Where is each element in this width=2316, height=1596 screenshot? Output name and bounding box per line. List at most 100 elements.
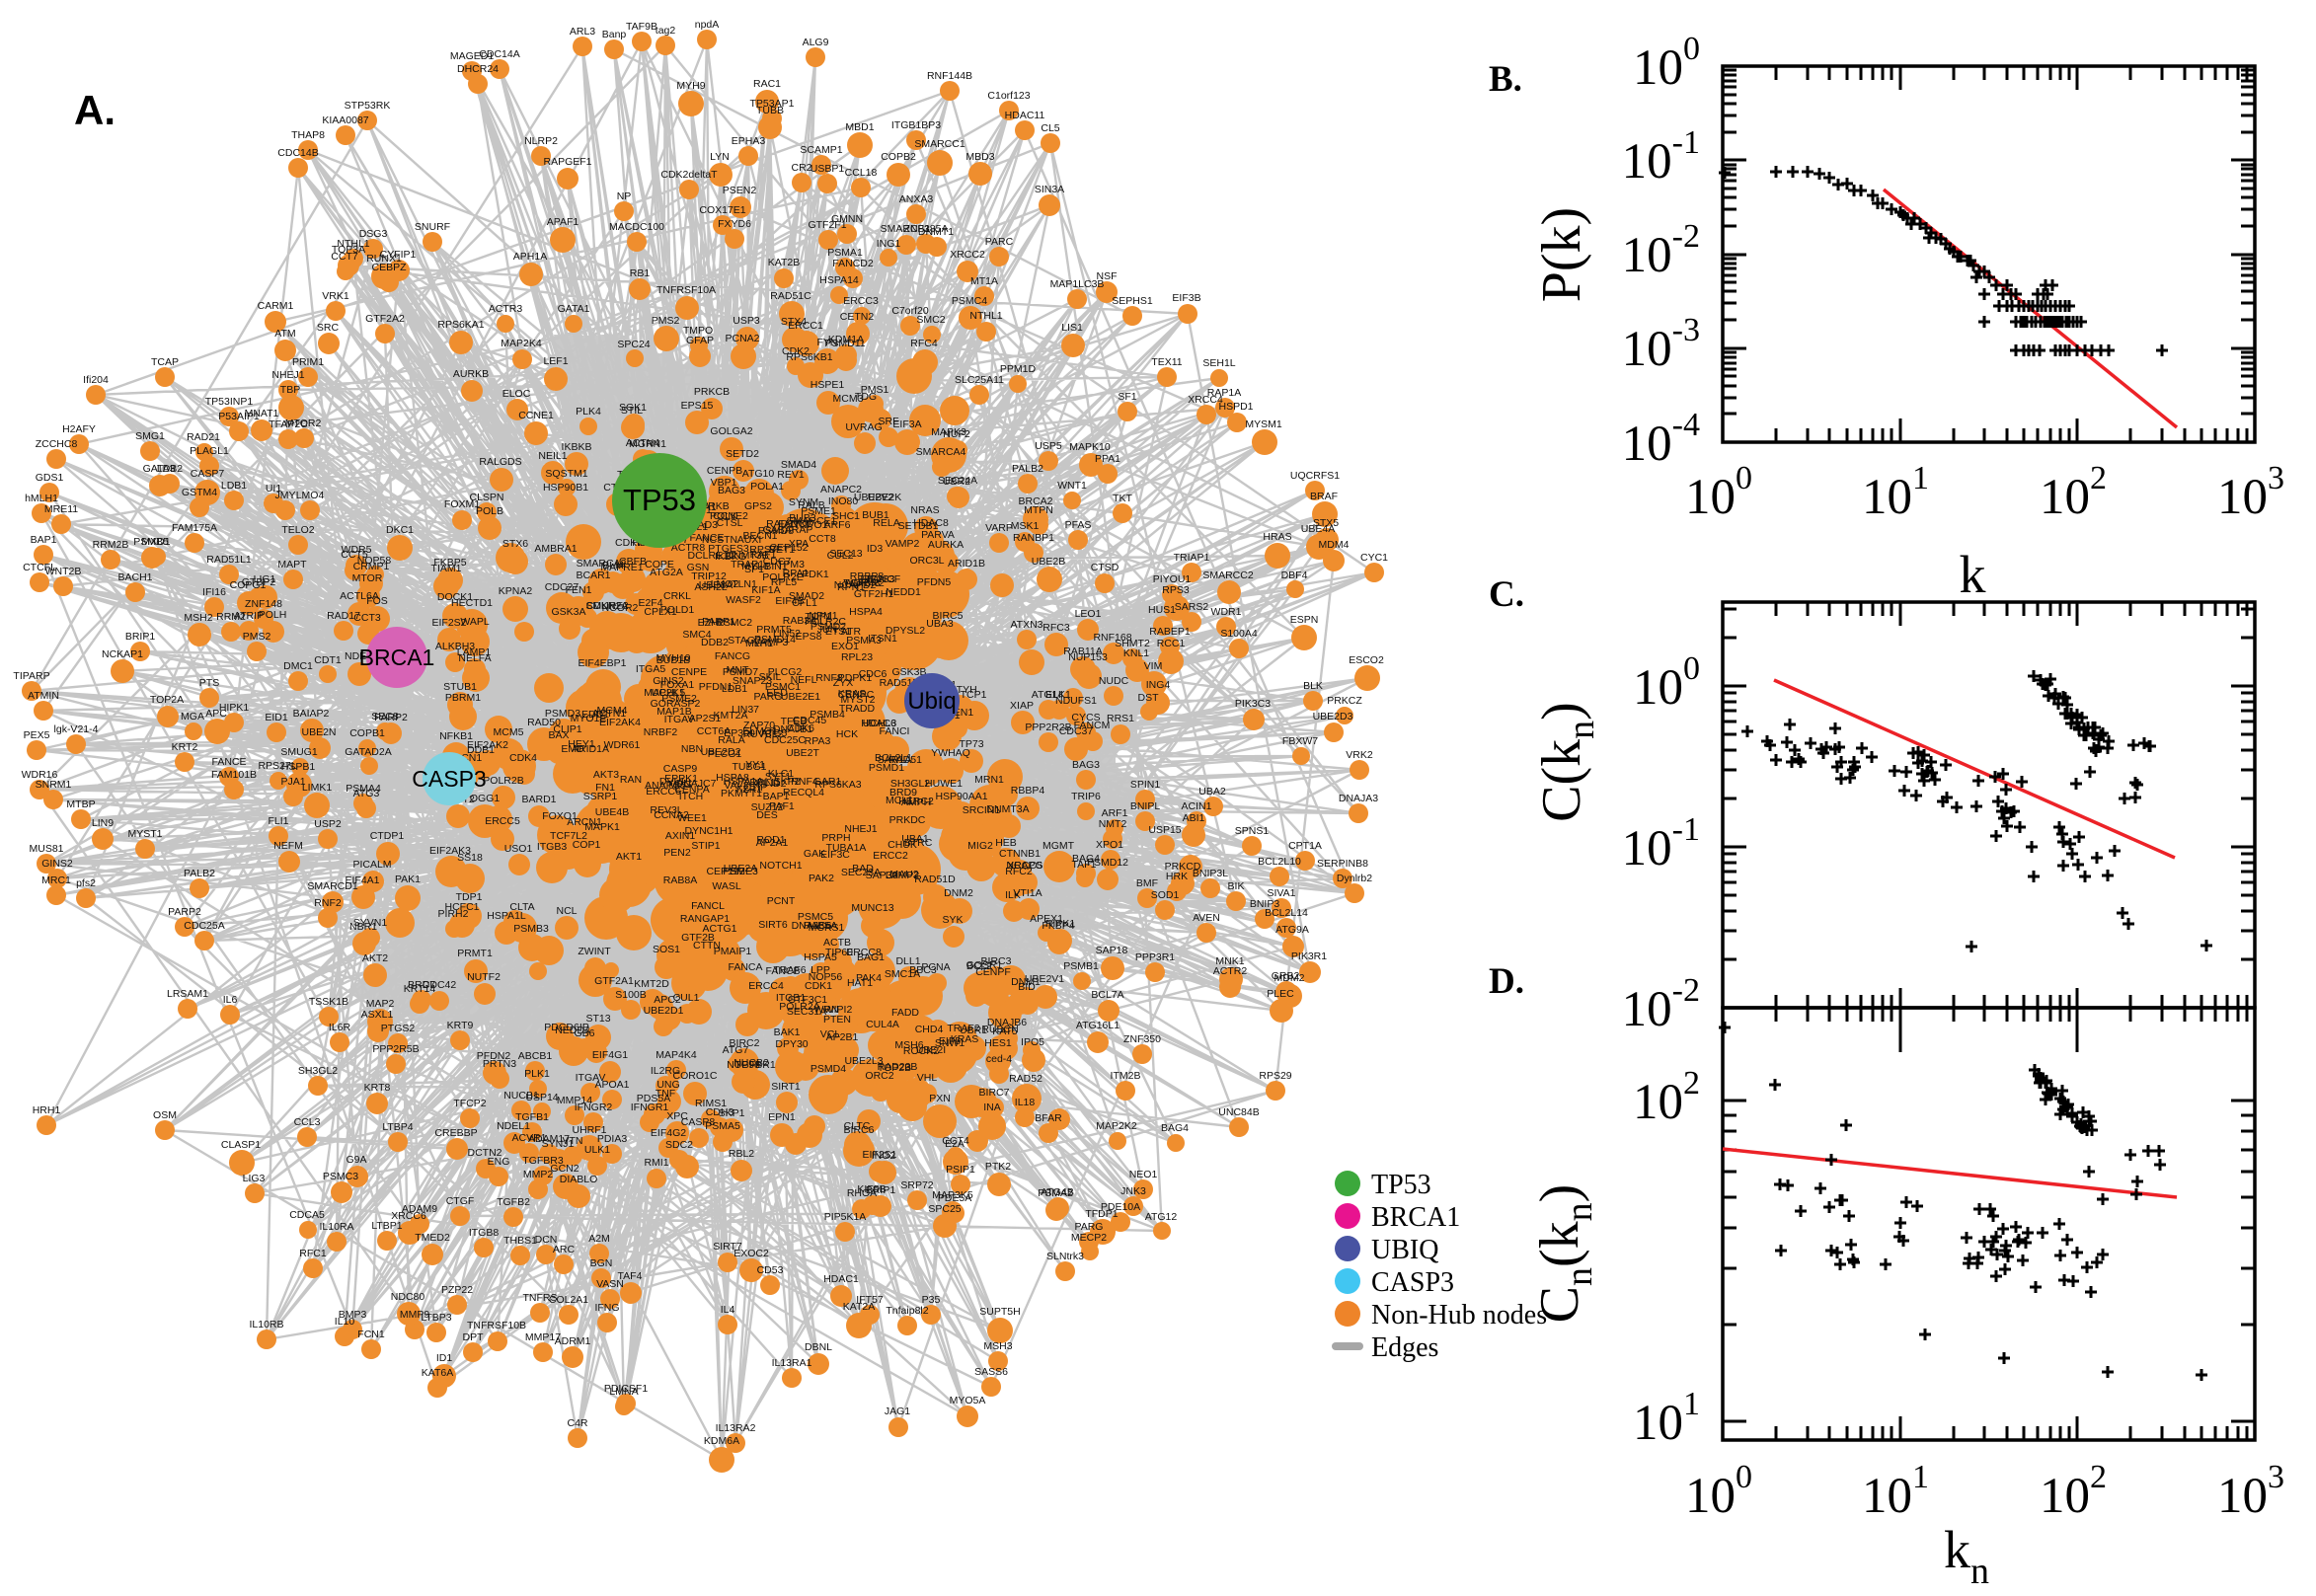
svg-text:EXO1: EXO1: [831, 641, 859, 652]
svg-text:RIMS1: RIMS1: [695, 1098, 727, 1109]
svg-text:ced-4: ced-4: [986, 1053, 1012, 1065]
svg-text:RAN: RAN: [620, 774, 642, 786]
svg-text:HUS1: HUS1: [1148, 604, 1176, 616]
svg-text:MPG: MPG: [668, 779, 692, 791]
svg-text:ALG9: ALG9: [803, 37, 829, 48]
svg-text:MAP1B: MAP1B: [656, 706, 692, 718]
svg-text:KAT6A: KAT6A: [422, 1367, 453, 1379]
svg-text:IFT57: IFT57: [856, 1294, 884, 1306]
svg-text:HSP90AA1: HSP90AA1: [935, 791, 987, 802]
svg-text:CHD4: CHD4: [915, 1024, 944, 1035]
svg-text:DNMT1: DNMT1: [918, 226, 954, 238]
svg-text:INO80: INO80: [828, 495, 859, 507]
svg-text:BLK: BLK: [1303, 680, 1323, 692]
svg-text:PSMB3: PSMB3: [513, 923, 549, 935]
svg-text:PARG: PARG: [754, 691, 783, 703]
svg-text:GDS1: GDS1: [36, 472, 64, 484]
svg-text:SMC4: SMC4: [682, 629, 711, 641]
svg-text:RPA3: RPA3: [805, 735, 831, 747]
svg-text:RNF168: RNF168: [1093, 632, 1131, 644]
svg-text:TIAM1: TIAM1: [431, 563, 462, 574]
svg-text:RAD51C: RAD51C: [770, 290, 811, 302]
svg-text:MTBP: MTBP: [66, 798, 95, 810]
svg-text:ACTR2: ACTR2: [1213, 965, 1248, 977]
svg-text:BLM: BLM: [602, 560, 624, 571]
svg-text:HCK: HCK: [836, 728, 858, 740]
svg-text:BRAF: BRAF: [1310, 491, 1338, 502]
svg-text:BAG4: BAG4: [1072, 853, 1100, 865]
svg-text:MGRN1: MGRN1: [629, 438, 666, 450]
svg-text:HUWE1: HUWE1: [925, 778, 963, 790]
svg-text:NRAS: NRAS: [910, 504, 939, 516]
svg-text:UHRF1: UHRF1: [572, 1124, 606, 1136]
svg-text:SH3GL2: SH3GL2: [890, 778, 930, 790]
svg-text:RB1: RB1: [630, 267, 651, 279]
svg-text:FKBP4: FKBP4: [1042, 920, 1074, 932]
svg-text:MTOR: MTOR: [352, 572, 383, 584]
svg-text:PLAGL1: PLAGL1: [190, 445, 229, 457]
svg-text:PEN2: PEN2: [663, 847, 691, 859]
svg-text:FKBP5: FKBP5: [433, 557, 466, 569]
svg-text:NEDD4: NEDD4: [555, 1025, 590, 1036]
svg-text:ATR: ATR: [841, 626, 862, 638]
svg-text:UBE2A: UBE2A: [724, 863, 757, 874]
svg-text:ID1: ID1: [436, 1352, 453, 1364]
svg-text:SEC8: SEC8: [371, 711, 399, 722]
svg-text:NUCB2: NUCB2: [733, 1057, 769, 1069]
svg-text:NUP153: NUP153: [1068, 651, 1108, 663]
svg-text:PTK2: PTK2: [985, 1161, 1011, 1173]
svg-text:ADAM9: ADAM9: [402, 1203, 437, 1215]
svg-text:POLA1: POLA1: [750, 481, 784, 493]
svg-text:EPS8: EPS8: [796, 631, 822, 643]
svg-text:CLTC: CLTC: [844, 1120, 871, 1132]
svg-text:CDH3: CDH3: [706, 1106, 734, 1118]
svg-text:FADD: FADD: [891, 1007, 919, 1019]
svg-text:BBC3: BBC3: [909, 964, 937, 976]
svg-text:BUB3: BUB3: [789, 512, 816, 524]
svg-text:ITGAV: ITGAV: [664, 714, 695, 725]
svg-text:STX4: STX4: [781, 316, 807, 328]
svg-text:HEY1: HEY1: [568, 738, 595, 750]
svg-text:STUB1: STUB1: [443, 681, 477, 693]
svg-text:ABCB1: ABCB1: [518, 1050, 553, 1062]
svg-text:ATG3: ATG3: [353, 788, 380, 799]
svg-text:EPHA3: EPHA3: [732, 135, 766, 147]
svg-text:KAT2A: KAT2A: [843, 1301, 875, 1313]
svg-text:EIF4A1: EIF4A1: [345, 874, 379, 886]
svg-text:PPP2R5B: PPP2R5B: [372, 1043, 419, 1055]
svg-text:CUL1: CUL1: [673, 992, 700, 1004]
svg-text:S100B: S100B: [615, 989, 647, 1001]
svg-text:BIRC2: BIRC2: [730, 1037, 760, 1049]
svg-text:BRD7: BRD7: [408, 979, 435, 991]
svg-text:PRMT5: PRMT5: [756, 624, 792, 636]
svg-text:PFDN1: PFDN1: [699, 681, 733, 693]
svg-text:LEO1: LEO1: [1075, 608, 1102, 620]
svg-text:CCL3: CCL3: [294, 1116, 321, 1128]
svg-text:MYO5A: MYO5A: [950, 1395, 986, 1406]
svg-text:RAP1A: RAP1A: [1207, 387, 1241, 399]
svg-text:NCOR2: NCOR2: [602, 602, 639, 614]
svg-text:C.: C.: [1489, 574, 1524, 615]
svg-text:PFAS: PFAS: [1065, 519, 1092, 531]
svg-text:P35: P35: [922, 1294, 941, 1306]
svg-text:PSMD1: PSMD1: [869, 762, 904, 774]
svg-text:TSSK1B: TSSK1B: [309, 996, 348, 1008]
svg-text:WDR48: WDR48: [844, 577, 881, 589]
svg-text:MNT: MNT: [727, 664, 749, 676]
svg-text:SP1: SP1: [744, 564, 764, 575]
svg-text:AURKA: AURKA: [928, 539, 964, 551]
svg-text:MAPK3: MAPK3: [931, 426, 966, 438]
svg-text:IL13RA2: IL13RA2: [716, 1422, 756, 1434]
svg-text:BIRC3: BIRC3: [981, 955, 1012, 967]
svg-text:REV3L: REV3L: [650, 804, 682, 816]
svg-text:NCSTN: NCSTN: [702, 534, 737, 546]
svg-text:NDC80: NDC80: [391, 1291, 425, 1303]
svg-text:LPP: LPP: [811, 964, 830, 976]
svg-text:FLI1: FLI1: [268, 815, 288, 827]
svg-text:PSME3: PSME3: [723, 866, 758, 877]
svg-text:ING4: ING4: [1146, 679, 1171, 691]
svg-text:CDC25C: CDC25C: [764, 734, 806, 746]
svg-text:LIN37: LIN37: [732, 704, 759, 716]
svg-text:hMLH1: hMLH1: [25, 493, 58, 504]
svg-text:TGFBR2: TGFBR2: [843, 577, 885, 589]
